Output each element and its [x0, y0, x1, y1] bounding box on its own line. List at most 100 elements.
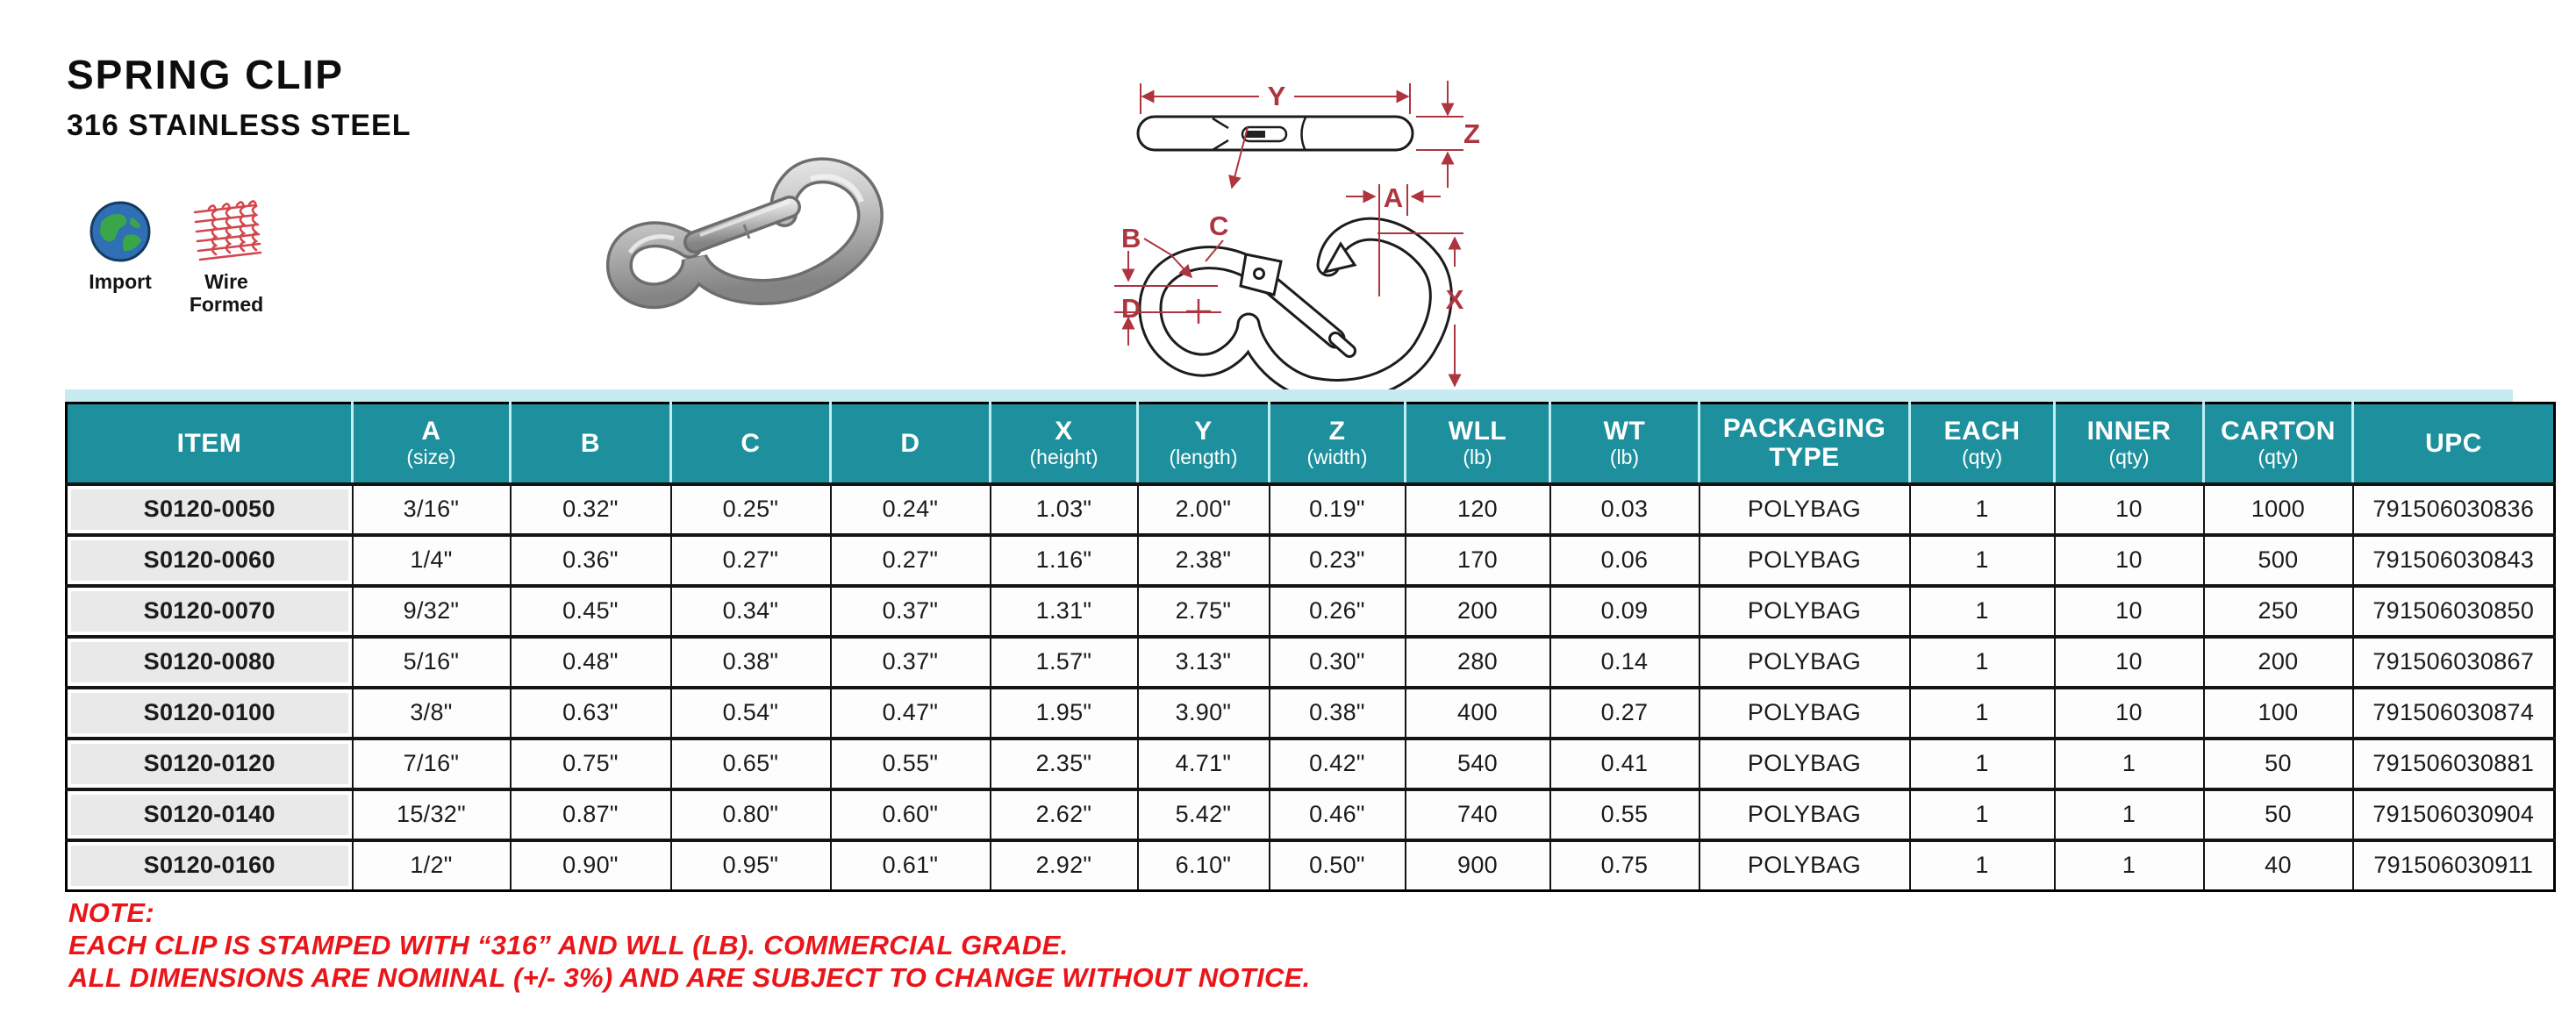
column-header: C: [670, 403, 832, 484]
data-cell: 1: [1908, 482, 2056, 536]
dim-label-z: Z: [1463, 118, 1480, 149]
data-cell: 10: [2053, 583, 2205, 638]
data-cell: 0.55: [1549, 787, 1700, 841]
data-cell: 5.42": [1136, 787, 1270, 841]
data-cell: 1: [1908, 634, 2056, 689]
product-photo: [604, 121, 919, 327]
data-cell: 0.06: [1549, 532, 1700, 587]
data-cell: 0.54": [669, 685, 832, 739]
item-cell: S0120-0070: [65, 583, 354, 638]
data-cell: 0.65": [669, 736, 832, 790]
data-cell: 50: [2202, 787, 2354, 841]
page-title: SPRING CLIP: [67, 52, 344, 97]
dim-label-b: B: [1121, 223, 1141, 253]
data-cell: POLYBAG: [1698, 583, 1911, 638]
data-cell: POLYBAG: [1698, 685, 1911, 739]
data-cell: 0.26": [1268, 583, 1406, 638]
data-cell: 2.92": [989, 838, 1139, 892]
data-cell: 1: [2053, 838, 2205, 892]
data-cell: 791506030911: [2351, 838, 2556, 892]
table-row: S0120-0070 9/32" 0.45" 0.34" 0.37" 1.31" 2.75"…: [65, 583, 2556, 638]
column-header: B: [510, 403, 672, 484]
data-cell: 2.35": [989, 736, 1139, 790]
data-cell: 0.55": [829, 736, 991, 790]
wire-formed-label: Wire Formed: [189, 270, 264, 316]
front-view: [1150, 229, 1441, 390]
dim-label-c: C: [1209, 211, 1228, 241]
column-header: X (height): [990, 403, 1139, 484]
data-cell: 250: [2202, 583, 2354, 638]
data-cell: 1.95": [989, 685, 1139, 739]
data-cell: 1: [1908, 583, 2056, 638]
data-cell: 1.31": [989, 583, 1139, 638]
data-cell: 791506030843: [2351, 532, 2556, 587]
data-cell: 10: [2053, 634, 2205, 689]
data-cell: 5/16": [351, 634, 512, 689]
column-header: UPC: [2425, 428, 2482, 458]
data-cell: 1: [1908, 838, 2056, 892]
data-cell: 0.27": [669, 532, 832, 587]
item-cell: S0120-0140: [65, 787, 354, 841]
data-cell: 0.50": [1268, 838, 1406, 892]
y-dimension: [1140, 83, 1411, 114]
data-cell: 0.63": [509, 685, 672, 739]
data-cell: 0.38": [1268, 685, 1406, 739]
data-cell: 1/2": [351, 838, 512, 892]
wire-formed-badge: Wire Formed: [182, 200, 270, 316]
column-header: WT (lb): [1549, 403, 1700, 484]
data-cell: 10: [2053, 685, 2205, 739]
data-cell: 540: [1404, 736, 1551, 790]
data-cell: 170: [1404, 532, 1551, 587]
dim-label-a: A: [1384, 182, 1403, 213]
data-cell: 0.46": [1268, 787, 1406, 841]
data-cell: 2.75": [1136, 583, 1270, 638]
data-cell: 3/16": [351, 482, 512, 536]
column-header: D: [830, 403, 991, 484]
table-top-strip: [65, 389, 2513, 402]
dim-label-d: D: [1121, 293, 1141, 324]
column-header: A (size): [352, 403, 512, 484]
data-cell: 0.87": [509, 787, 672, 841]
note-line: ALL DIMENSIONS ARE NOMINAL (+/- 3%) AND …: [68, 962, 1311, 993]
data-cell: 400: [1404, 685, 1551, 739]
data-cell: POLYBAG: [1698, 532, 1911, 587]
data-cell: 791506030881: [2351, 736, 2556, 790]
data-cell: POLYBAG: [1698, 634, 1911, 689]
column-header: EACH (qty): [1909, 403, 2056, 484]
data-cell: 4.71": [1136, 736, 1270, 790]
data-cell: 2.62": [989, 787, 1139, 841]
data-cell: 0.45": [509, 583, 672, 638]
data-cell: 0.36": [509, 532, 672, 587]
data-cell: 0.30": [1268, 634, 1406, 689]
data-cell: 50: [2202, 736, 2354, 790]
data-cell: 15/32": [351, 787, 512, 841]
data-cell: 0.03: [1549, 482, 1700, 536]
data-cell: 1: [1908, 532, 2056, 587]
column-header: Z (width): [1269, 403, 1406, 484]
data-cell: 791506030850: [2351, 583, 2556, 638]
data-cell: 0.95": [669, 838, 832, 892]
data-cell: 1.03": [989, 482, 1139, 536]
data-cell: 0.27: [1549, 685, 1700, 739]
note-heading: NOTE:: [68, 897, 154, 928]
data-cell: 791506030904: [2351, 787, 2556, 841]
column-header: WLL (lb): [1405, 403, 1551, 484]
data-cell: 0.19": [1268, 482, 1406, 536]
item-cell: S0120-0060: [65, 532, 354, 587]
item-cell: S0120-0100: [65, 685, 354, 739]
data-cell: 120: [1404, 482, 1551, 536]
data-cell: 0.41: [1549, 736, 1700, 790]
side-view: [1136, 115, 1414, 152]
data-cell: 1: [2053, 787, 2205, 841]
table-row: S0120-0140 15/32" 0.87" 0.80" 0.60" 2.62" 5.42…: [65, 787, 2556, 841]
table-row: S0120-0100 3/8" 0.63" 0.54" 0.47" 1.95" 3.90" 0…: [65, 685, 2556, 739]
data-cell: 3.90": [1136, 685, 1270, 739]
column-header: INNER (qty): [2054, 403, 2205, 484]
wire-mesh-icon: [193, 200, 262, 261]
data-cell: 0.60": [829, 787, 991, 841]
data-cell: 10: [2053, 482, 2205, 536]
data-cell: 0.23": [1268, 532, 1406, 587]
dimension-diagram: Y Z: [1114, 81, 1480, 403]
data-cell: 1000: [2202, 482, 2354, 536]
